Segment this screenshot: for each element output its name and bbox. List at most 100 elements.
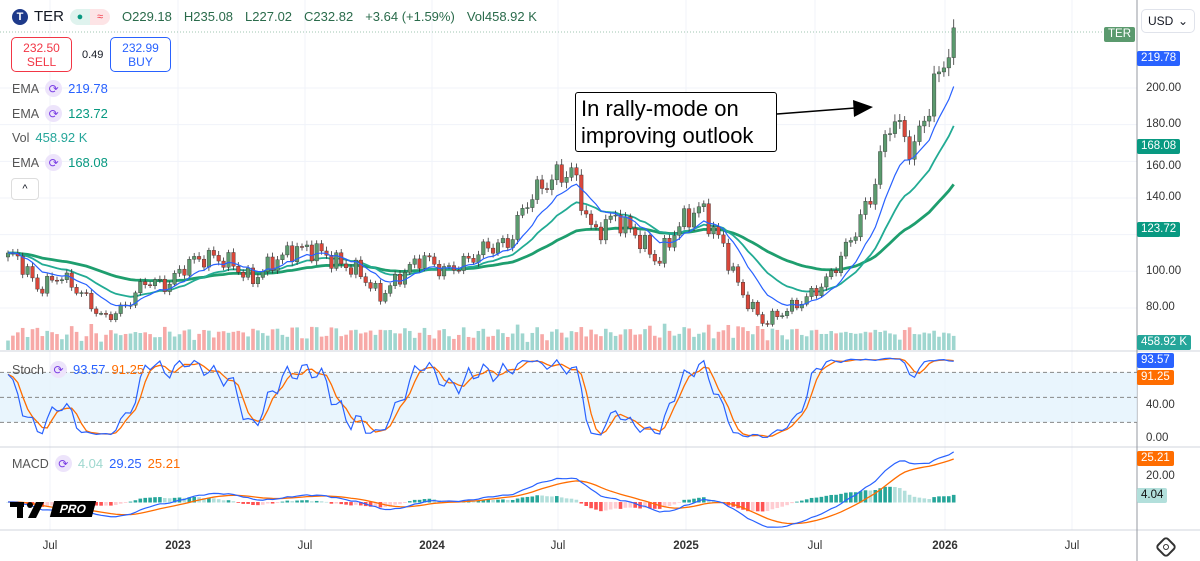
candle-body [692, 212, 697, 228]
macd-hist-bar [775, 502, 780, 509]
volume-bar [829, 331, 833, 350]
volume-bar [731, 337, 735, 350]
stoch-legend[interactable]: Stoch ⟳ 93.57 91.25 [12, 361, 144, 378]
candle-body [584, 210, 589, 215]
candle-body [162, 278, 167, 292]
volume-bar [888, 333, 892, 350]
candle-body [677, 226, 682, 236]
candle-body [182, 268, 187, 276]
volume-bar [442, 329, 446, 350]
volume-bar [902, 329, 907, 350]
ema-legend-1[interactable]: EMA ⟳ 219.78 [12, 80, 108, 97]
macd-hist-bar [594, 502, 598, 510]
volume-bar [692, 336, 696, 350]
ema-value: 168.08 [68, 155, 108, 170]
volume-bar [623, 329, 628, 350]
candle-body [647, 235, 652, 255]
volume-bar [804, 336, 809, 350]
refresh-icon[interactable]: ⟳ [45, 105, 63, 122]
macd-hist-bar [412, 499, 417, 503]
volume-bar [790, 329, 794, 350]
candle-body [74, 287, 79, 294]
candle-body [226, 252, 231, 268]
macd-hist-bar [314, 500, 319, 503]
volume-bar [853, 333, 858, 350]
volume-legend[interactable]: Vol 458.92 K [12, 130, 87, 145]
collapse-legend-button[interactable]: ^ [11, 178, 39, 200]
volume-bar [653, 335, 657, 350]
ema-legend-2[interactable]: EMA ⟳ 123.72 [12, 105, 108, 122]
candle-body [295, 246, 300, 262]
volume-bar [604, 328, 608, 350]
candle-body [437, 264, 442, 277]
candle-body [456, 270, 461, 272]
spread: 0.49 [82, 49, 104, 61]
ema-fast-line [7, 86, 955, 307]
volume-bar [270, 329, 275, 350]
volume-bar [751, 334, 755, 350]
candle-body [113, 313, 118, 320]
macd-hist-bar [515, 498, 520, 503]
macd-hist-bar [349, 502, 353, 506]
ema-value: 123.72 [68, 106, 108, 121]
candle-body [103, 313, 108, 315]
volume-bar [241, 332, 245, 350]
volume-bar [912, 334, 917, 350]
volume-bar [687, 328, 691, 350]
macd-hist-bar [231, 501, 236, 503]
candle-body [260, 271, 265, 278]
delayed-data-icon: ≈ [90, 8, 110, 25]
candle-body [265, 256, 270, 272]
volume-bar [608, 332, 613, 350]
volume-bar [662, 323, 667, 350]
macd-hist-bar [138, 498, 143, 503]
time-tick: 2024 [419, 540, 445, 552]
candle-body [520, 208, 525, 216]
macd-hist-bar [486, 499, 490, 503]
ema-legend-3[interactable]: EMA ⟳ 168.08 [12, 154, 108, 171]
macd-hist-bar [114, 502, 118, 505]
macd-hist-bar [878, 488, 882, 503]
macd-hist-bar [241, 502, 245, 504]
volume-bar [148, 334, 152, 350]
candle-body [99, 313, 104, 315]
macd-legend[interactable]: MACD ⟳ 4.04 29.25 25.21 [12, 455, 180, 472]
volume-bar [628, 329, 633, 350]
volume-bar [99, 341, 103, 350]
volume-bar [158, 337, 162, 350]
volume-bar [60, 339, 64, 350]
macd-hist-bar [398, 502, 402, 505]
macd-hist-bar [780, 502, 784, 507]
currency-select[interactable]: USD ⌄ [1141, 9, 1195, 33]
sell-label: SELL [26, 55, 57, 69]
volume-bar [314, 327, 319, 350]
macd-hist-bar [809, 497, 814, 503]
candle-body [353, 259, 358, 275]
refresh-icon[interactable]: ⟳ [54, 455, 72, 472]
sell-button[interactable]: 232.50 SELL [11, 37, 72, 72]
volume-bar [422, 327, 427, 350]
refresh-icon[interactable]: ⟳ [45, 80, 63, 97]
refresh-icon[interactable]: ⟳ [49, 361, 67, 378]
candle-body [300, 246, 305, 248]
candle-body [206, 250, 211, 268]
candle-body [319, 243, 324, 252]
volume-bar [187, 329, 192, 350]
buy-button[interactable]: 232.99 BUY [110, 37, 171, 72]
macd-hist-bar [270, 502, 275, 504]
volume-bar [69, 326, 74, 350]
symbol-name[interactable]: TER [34, 8, 64, 25]
annotation-callout[interactable]: In rally-mode on improving outlook [575, 92, 777, 152]
time-tick: 2025 [673, 540, 699, 552]
refresh-icon[interactable]: ⟳ [45, 154, 63, 171]
macd-hist-bar [368, 502, 373, 507]
volume-bar [221, 331, 226, 350]
macd-hist-bar [496, 499, 500, 503]
volume-bar [427, 334, 432, 350]
candle-body [716, 226, 721, 236]
macd-hist-bar [319, 501, 324, 503]
macd-hist-bar [172, 497, 177, 503]
market-status[interactable]: ● ≈ [70, 8, 110, 25]
macd-hist-bar [50, 502, 54, 506]
